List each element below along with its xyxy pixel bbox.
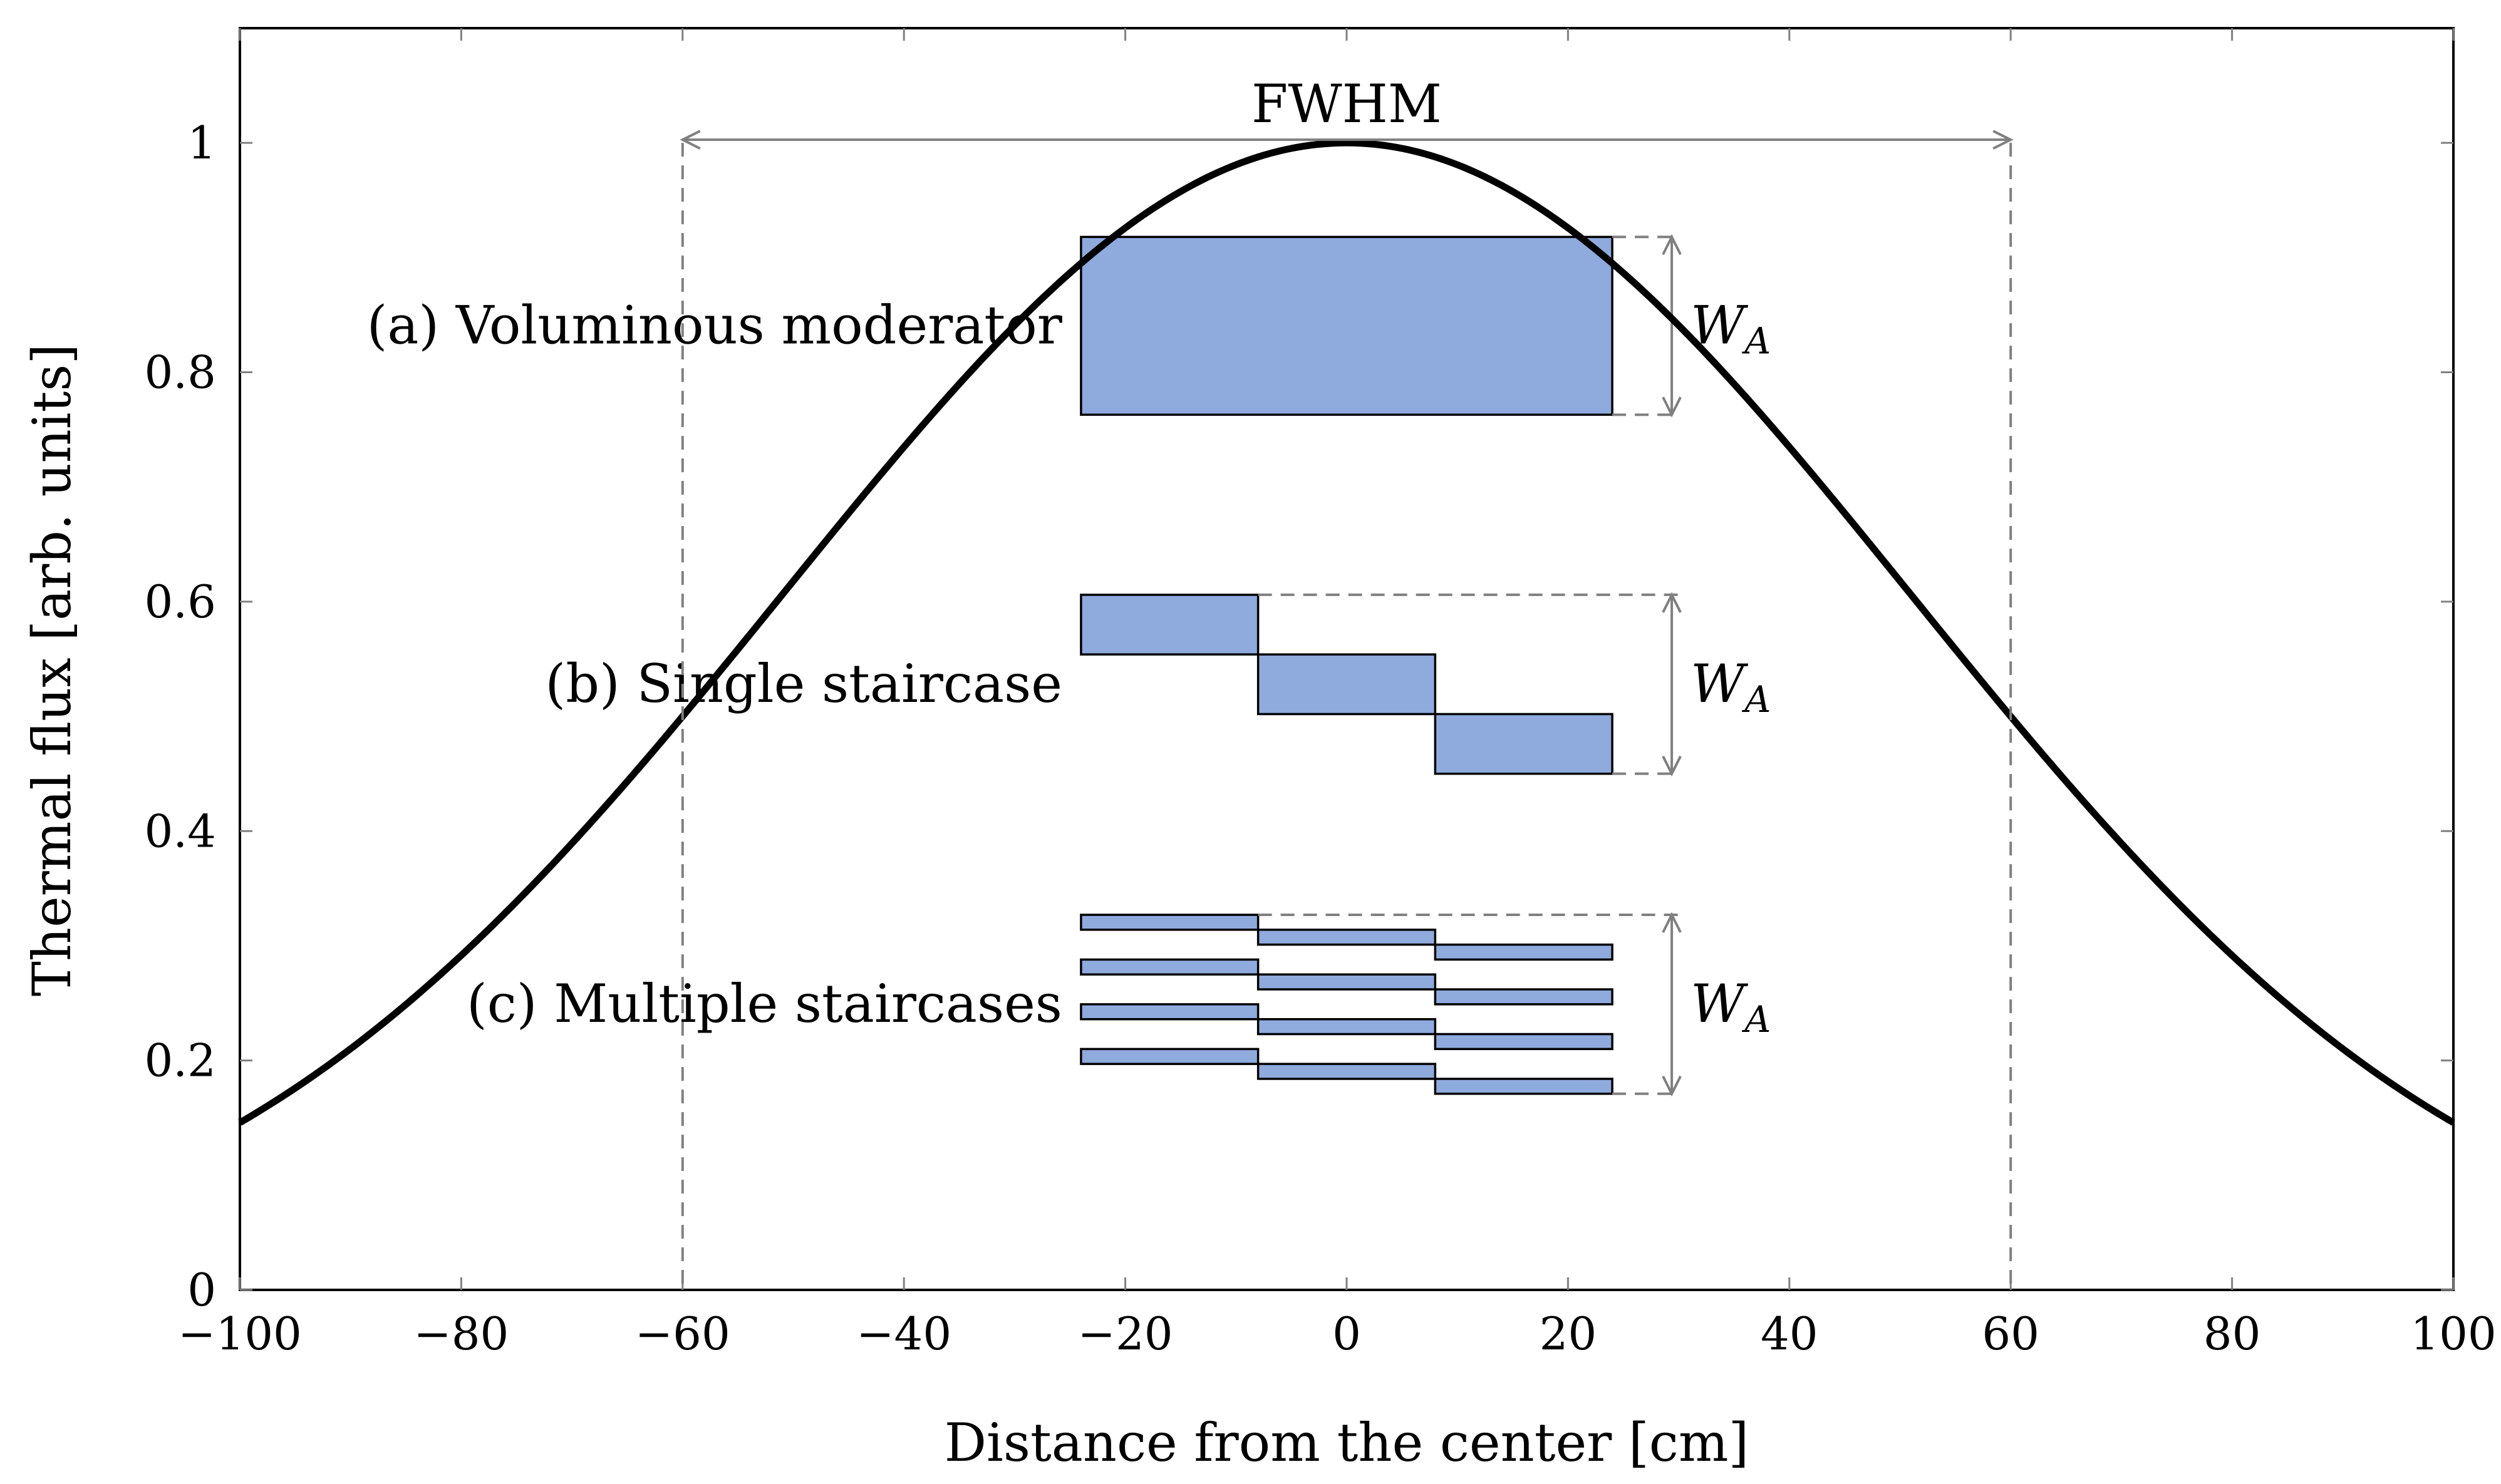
inset-2-width-subscript: A (1741, 678, 1771, 721)
y-tick-label: 0 (187, 1264, 216, 1316)
inset-2-label: (b) Single staircase (545, 653, 1062, 714)
x-tick-label: −40 (856, 1307, 951, 1360)
moderator-block-3-11 (1256, 1063, 1437, 1080)
inset-group-2: WA (b) Single staircase (545, 592, 1771, 777)
moderator-block-3-7 (1080, 1003, 1260, 1021)
x-tick-label: 0 (1332, 1307, 1361, 1360)
inset-1-arrow-bottom-head (1662, 396, 1682, 418)
x-tick-label: 40 (1761, 1307, 1818, 1360)
inset-2-arrow-bottom-head (1662, 755, 1682, 777)
fwhm-arrow-left-head (680, 130, 701, 150)
x-tick-label: −20 (1078, 1307, 1173, 1360)
x-tick-label: 100 (2410, 1307, 2496, 1360)
moderator-block-3-5 (1256, 973, 1437, 991)
moderator-block-3-6 (1434, 988, 1613, 1006)
moderator-block-1-1 (1080, 235, 1613, 416)
y-tick-label: 0.4 (144, 805, 216, 857)
x-tick-label: 80 (2203, 1307, 2261, 1360)
annotation-layer: FWHM (680, 73, 2014, 1290)
moderator-block-3-1 (1080, 914, 1260, 931)
inset-group-3: WA (c) Multiple staircases (467, 912, 1771, 1097)
moderator-block-3-3 (1434, 943, 1613, 961)
flux-curve (238, 139, 2455, 1126)
y-tick-label: 0.2 (144, 1034, 216, 1087)
moderator-block-2-2 (1256, 653, 1437, 716)
inset-3-arrow-top-head (1662, 912, 1682, 933)
x-axis-title: Distance from the center [cm] (945, 1412, 1749, 1473)
inset-3-arrow-bottom-head (1662, 1075, 1682, 1097)
x-tick-label: −60 (635, 1307, 730, 1360)
y-tick-label: 1 (187, 116, 216, 169)
inset-group-1: WA(a) Voluminous moderator (367, 234, 1771, 418)
y-axis-title: Thermal flux [arb. units] (21, 344, 83, 996)
inset-3-width-label: WA (1691, 973, 1771, 1041)
inset-3-width-symbol: W (1691, 973, 1749, 1034)
moderator-block-3-9 (1434, 1033, 1613, 1051)
inset-2-width-symbol: W (1691, 653, 1749, 714)
moderator-block-3-2 (1256, 929, 1437, 946)
moderator-block-2-3 (1434, 713, 1613, 775)
x-tick-label: 20 (1540, 1307, 1597, 1360)
moderator-block-2-1 (1080, 594, 1260, 656)
inset-1-arrow-top-head (1662, 234, 1682, 255)
fwhm-arrow-right-head (1992, 130, 2014, 150)
moderator-block-3-12 (1434, 1078, 1613, 1095)
inset-3-label: (c) Multiple staircases (467, 973, 1062, 1034)
x-tick-label: 60 (1982, 1307, 2039, 1360)
axes: −100 −80 −60 −40 −20 0 20 40 60 80 100 0 0.2 0.4 0.6 0.… (144, 27, 2497, 1360)
inset-1-width-subscript: A (1741, 319, 1771, 362)
moderator-block-3-4 (1080, 958, 1260, 976)
inset-1-label: (a) Voluminous moderator (367, 294, 1063, 356)
fwhm-label: FWHM (1251, 73, 1442, 135)
x-tick-label: −100 (178, 1307, 302, 1360)
moderator-block-3-8 (1256, 1018, 1437, 1036)
x-tick-label: −80 (413, 1307, 509, 1360)
y-tick-label: 0.8 (144, 346, 216, 399)
inset-2-arrow-top-head (1662, 592, 1682, 613)
inset-3-width-subscript: A (1741, 998, 1771, 1041)
inset-2-width-label: WA (1691, 653, 1771, 721)
moderator-block-3-10 (1080, 1048, 1260, 1065)
y-tick-label: 0.6 (144, 575, 216, 628)
